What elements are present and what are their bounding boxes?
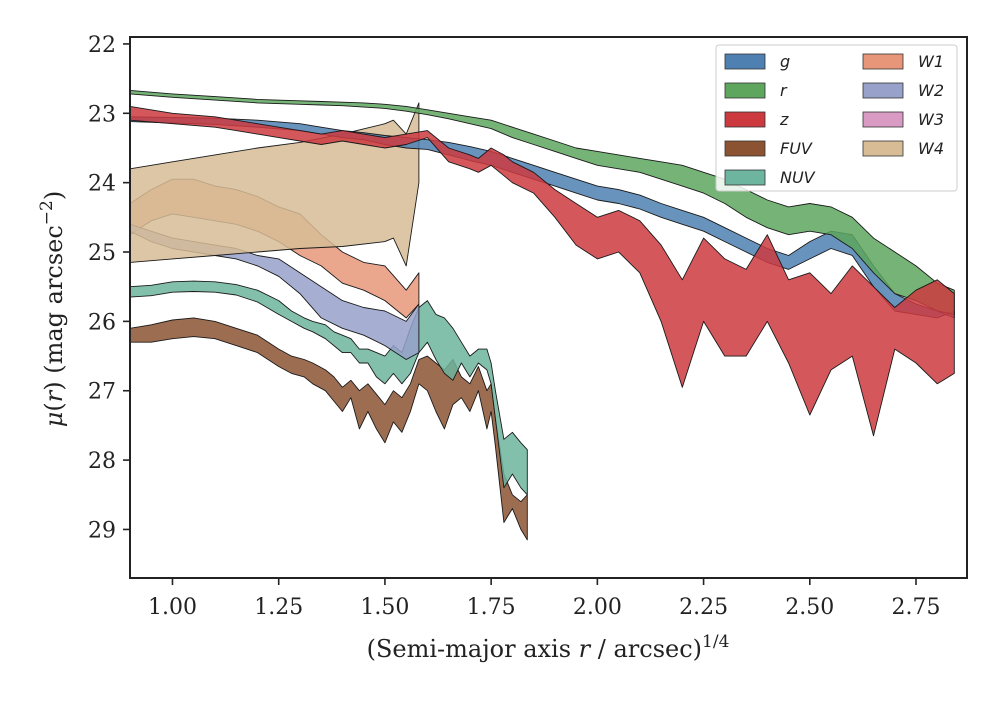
y-axis: 22 23 24 25 26 27 28 29 [88,33,130,543]
legend-swatch [724,82,766,99]
legend-item-w1: W1 [862,52,944,71]
legend-label: W4 [918,139,944,158]
x-tick-label: 1.75 [467,595,516,620]
legend-swatch [862,111,904,128]
legend-label: W2 [918,81,944,100]
legend-label: z [779,110,789,129]
legend-item-w3: W3 [862,110,944,129]
y-tick-label: 28 [88,449,116,474]
x-tick-label: 2.25 [679,595,728,620]
band-w4 [130,102,420,267]
legend-swatch [724,140,766,157]
y-tick-label: 26 [88,310,116,335]
legend-swatch [862,53,904,70]
y-tick-label: 27 [88,380,116,405]
y-tick-label: 22 [88,33,116,58]
x-tick-label: 1.00 [148,595,197,620]
band-fuv [130,317,528,541]
legend-item-nuv: NUV [724,168,816,187]
legend-label: g [780,52,790,71]
y-tick-label: 23 [88,102,116,127]
legend-item-z: z [724,110,789,129]
legend-item-r: r [724,81,788,100]
legend-swatch [724,53,766,70]
legend-label: r [780,81,788,100]
y-axis-label: μ(r) (mag arcsec−2) [37,191,68,428]
legend-label: FUV [780,139,813,158]
x-tick-label: 2.75 [892,595,941,620]
y-tick-label: 29 [88,518,116,543]
plot-frame [129,36,968,579]
plot-bands [130,89,955,541]
x-tick-label: 1.25 [254,595,303,620]
x-axis: 1.00 1.25 1.50 1.75 2.00 2.25 2.50 2.75 [148,578,941,620]
legend-swatch [862,82,904,99]
legend-swatch [862,140,904,157]
x-tick-label: 2.00 [573,595,622,620]
band-z [130,105,955,437]
y-tick-label: 25 [88,241,116,266]
legend: grz FUV NUV W1 W2 W3 W4 [715,44,958,192]
legend-label: W3 [918,110,944,129]
legend-item-w4: W4 [862,139,944,158]
y-tick-label: 24 [88,172,116,197]
band-nuv [130,280,528,496]
legend-swatch [724,111,766,128]
legend-swatch [724,169,766,186]
legend-label: W1 [918,52,944,71]
x-tick-label: 1.50 [360,595,409,620]
legend-item-fuv: FUV [724,139,813,158]
legend-item-w2: W2 [862,81,944,100]
x-axis-label: (Semi-major axis r / arcsec)1/4 [367,632,730,663]
legend-item-g: g [724,52,790,71]
legend-label: NUV [780,168,816,187]
x-tick-label: 2.50 [785,595,834,620]
